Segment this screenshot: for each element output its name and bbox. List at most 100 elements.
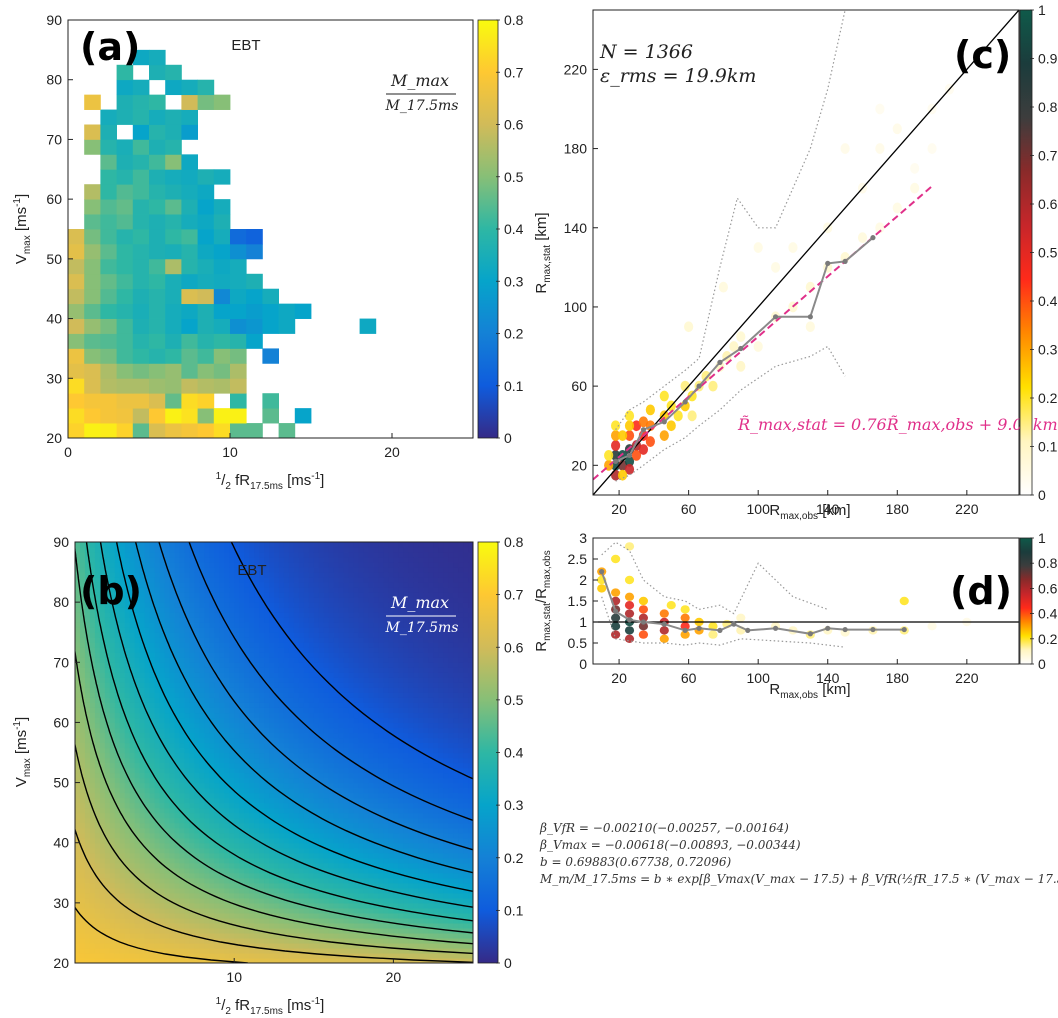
field-cell xyxy=(174,787,181,794)
field-cell xyxy=(154,797,161,804)
field-cell xyxy=(348,802,355,809)
field-cell xyxy=(79,577,86,583)
field-cell xyxy=(174,782,181,789)
field-cell xyxy=(174,817,181,824)
field-cell xyxy=(254,792,260,799)
field-cell xyxy=(189,772,195,779)
field-cell xyxy=(104,772,111,779)
field-cell xyxy=(259,777,265,784)
field-cell xyxy=(254,682,260,688)
field-cell xyxy=(204,587,210,593)
field-cell xyxy=(264,597,270,603)
heatmap-cell xyxy=(165,64,182,81)
field-cell xyxy=(219,702,225,708)
field-cell xyxy=(333,597,340,603)
field-cell xyxy=(264,752,270,759)
field-cell xyxy=(204,592,210,598)
field-cell xyxy=(318,572,325,578)
field-cell xyxy=(134,867,141,874)
field-cell xyxy=(129,562,136,568)
field-cell xyxy=(75,677,81,683)
heatmap-cell xyxy=(84,214,101,230)
field-cell xyxy=(313,607,320,613)
field-cell xyxy=(209,572,215,578)
field-cell xyxy=(149,562,156,568)
field-cell xyxy=(169,817,176,824)
field-cell xyxy=(169,922,176,929)
field-cell xyxy=(254,752,260,759)
field-cell xyxy=(234,667,240,673)
field-cell xyxy=(244,827,250,834)
field-cell xyxy=(199,837,205,844)
field-cell xyxy=(278,772,285,779)
field-cell xyxy=(119,922,126,929)
field-cell xyxy=(224,922,230,929)
heatmap-cell xyxy=(132,169,150,185)
field-cell xyxy=(199,617,205,623)
field-cell xyxy=(109,887,116,894)
field-cell xyxy=(159,812,166,819)
field-cell xyxy=(333,722,340,729)
field-cell xyxy=(84,592,91,598)
field-cell xyxy=(134,902,141,909)
field-cell xyxy=(119,947,126,954)
field-cell xyxy=(254,817,260,824)
heatmap-cell xyxy=(116,378,134,394)
field-cell xyxy=(333,547,340,553)
field-cell xyxy=(109,682,116,688)
field-cell xyxy=(119,692,126,698)
field-cell xyxy=(84,657,91,663)
field-cell xyxy=(234,802,240,809)
field-cell xyxy=(333,832,340,839)
field-cell xyxy=(234,867,240,874)
field-cell xyxy=(234,547,240,553)
field-cell xyxy=(129,757,136,764)
field-cell xyxy=(323,832,330,839)
field-cell xyxy=(318,862,325,869)
field-cell xyxy=(274,607,280,613)
field-cell xyxy=(204,662,210,668)
field-cell xyxy=(114,882,121,889)
field-cell xyxy=(293,652,300,658)
field-cell xyxy=(269,907,275,914)
heatmap-cell xyxy=(262,408,279,424)
field-cell xyxy=(224,742,230,749)
field-cell xyxy=(199,802,205,809)
field-cell xyxy=(219,952,225,959)
field-cell xyxy=(134,577,141,583)
field-cell xyxy=(278,667,285,673)
field-cell xyxy=(274,747,280,754)
field-cell xyxy=(333,787,340,794)
field-cell xyxy=(239,582,245,588)
field-cell xyxy=(154,802,161,809)
field-cell xyxy=(179,912,186,919)
field-cell xyxy=(159,542,166,548)
field-cell xyxy=(293,957,300,963)
field-cell xyxy=(214,757,220,764)
field-cell xyxy=(154,872,161,879)
heatmap-cell xyxy=(359,318,377,334)
field-cell xyxy=(164,752,171,759)
field-cell xyxy=(144,777,151,784)
field-cell xyxy=(119,877,126,884)
field-cell xyxy=(194,717,200,724)
field-cell xyxy=(154,667,161,673)
field-cell xyxy=(154,952,161,959)
field-cell xyxy=(164,717,171,724)
field-cell xyxy=(323,662,330,668)
field-cell xyxy=(328,717,335,724)
field-cell xyxy=(348,857,355,864)
field-cell xyxy=(303,802,310,809)
field-cell xyxy=(323,852,330,859)
field-cell xyxy=(99,617,106,623)
field-cell xyxy=(323,917,330,924)
field-cell xyxy=(169,857,176,864)
heatmap-cell xyxy=(132,318,150,334)
field-cell xyxy=(154,592,161,598)
field-cell xyxy=(79,672,86,678)
field-cell xyxy=(84,837,91,844)
field-cell xyxy=(89,652,96,658)
field-cell xyxy=(313,597,320,603)
field-cell xyxy=(199,567,205,573)
field-cell xyxy=(94,802,101,809)
